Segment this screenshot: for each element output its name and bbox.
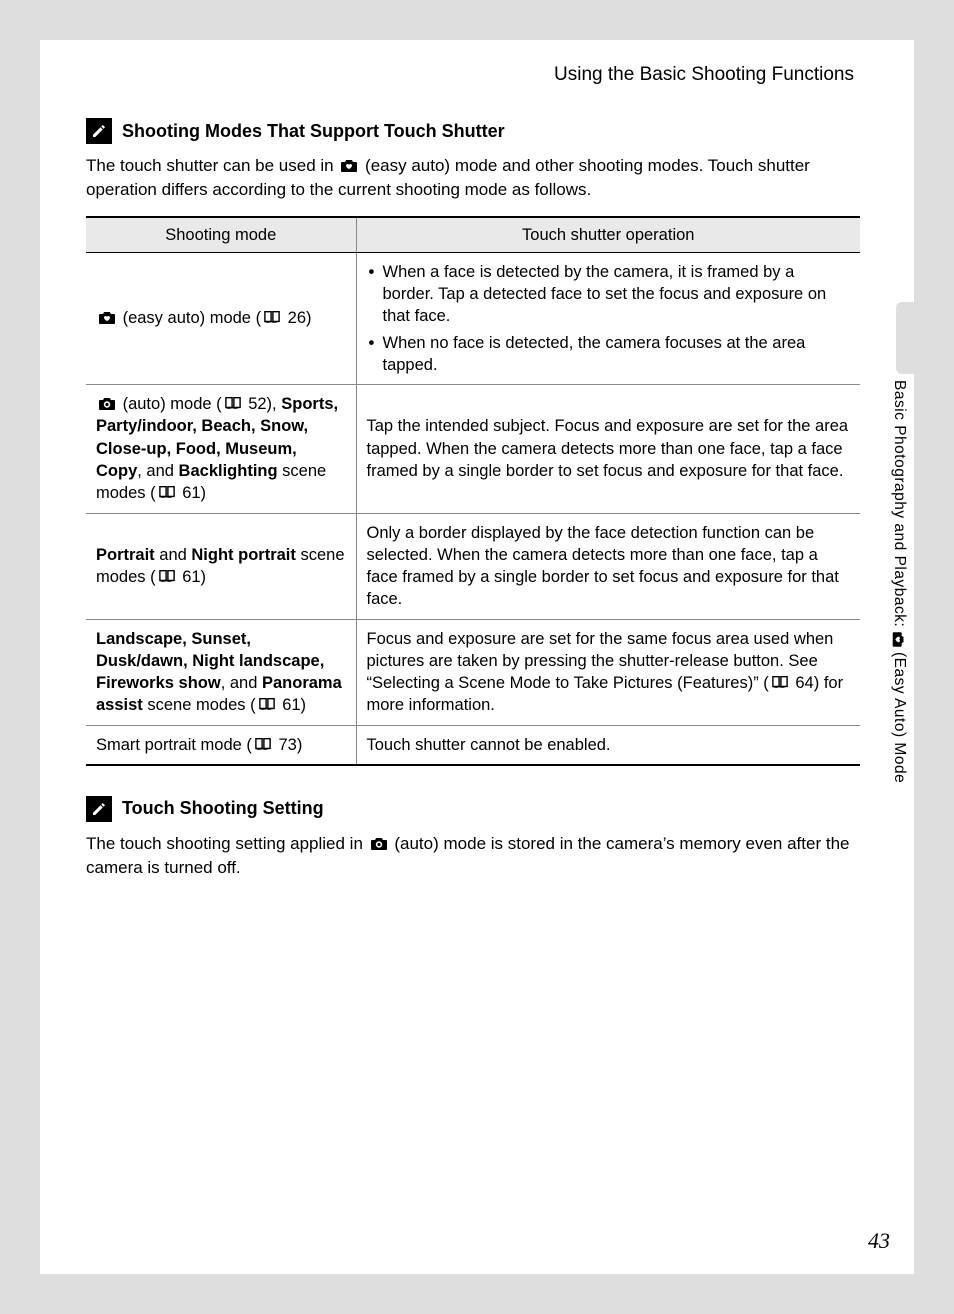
- book-ref-icon: [223, 395, 243, 411]
- page-number: 43: [868, 1228, 890, 1254]
- section2-title: Touch Shooting Setting: [122, 798, 324, 819]
- row1-conj: , and: [137, 462, 178, 480]
- row3-ref: 61): [278, 696, 306, 714]
- modes-table: Shooting mode Touch shutter operation (e…: [86, 216, 860, 766]
- row2-bold-a: Portrait: [96, 546, 155, 564]
- book-ref-icon: [253, 736, 273, 752]
- row1-ref2: 61): [178, 484, 206, 502]
- side-text-a: Basic Photography and Playback:: [890, 380, 908, 627]
- row0-left: (easy auto) mode ( 26): [86, 252, 356, 384]
- row1-left: (auto) mode ( 52), Sports, Party/indoor,…: [86, 385, 356, 513]
- row0-left-post: (easy auto) mode (: [118, 309, 261, 327]
- row2-right: Only a border displayed by the face dete…: [356, 513, 860, 619]
- row3-left: Landscape, Sunset, Dusk/dawn, Night land…: [86, 619, 356, 725]
- note-icon: [86, 796, 112, 822]
- row4-ref: 73): [274, 736, 302, 754]
- intro-pre: The touch shutter can be used in: [86, 156, 338, 175]
- book-ref-icon: [257, 696, 277, 712]
- row3-right-pre: Focus and exposure are set for the same …: [367, 630, 834, 693]
- th-left: Shooting mode: [86, 217, 356, 253]
- easy-auto-icon: [339, 157, 359, 173]
- note-icon: [86, 118, 112, 144]
- chapter-title: Using the Basic Shooting Functions: [86, 64, 860, 86]
- easy-auto-icon: [892, 631, 907, 649]
- row4-right: Touch shutter cannot be enabled.: [356, 725, 860, 765]
- book-ref-icon: [262, 309, 282, 325]
- book-ref-icon: [770, 674, 790, 690]
- row2-ref: 61): [178, 568, 206, 586]
- side-text-b: (Easy Auto) Mode: [890, 652, 908, 783]
- book-ref-icon: [157, 568, 177, 584]
- auto-icon: [97, 395, 117, 411]
- section2-header: Touch Shooting Setting: [86, 796, 860, 822]
- row0-left-ref: 26): [283, 309, 311, 327]
- section2: Touch Shooting Setting The touch shootin…: [86, 796, 860, 880]
- section1-header: Shooting Modes That Support Touch Shutte…: [86, 118, 860, 144]
- row3-tail: scene modes (: [143, 696, 256, 714]
- table-row: Smart portrait mode ( 73) Touch shutter …: [86, 725, 860, 765]
- side-tab: [896, 302, 914, 374]
- page: Using the Basic Shooting Functions Shoot…: [40, 40, 914, 1274]
- content-area: Using the Basic Shooting Functions Shoot…: [86, 64, 860, 880]
- row1-left-post: (auto) mode (: [118, 395, 222, 413]
- row4-plain-pre: Smart portrait mode (: [96, 736, 252, 754]
- easy-auto-icon: [97, 309, 117, 325]
- section2-body: The touch shooting setting applied in (a…: [86, 832, 860, 880]
- row2-mid: and: [155, 546, 192, 564]
- table-row: Landscape, Sunset, Dusk/dawn, Night land…: [86, 619, 860, 725]
- row4-left: Smart portrait mode ( 73): [86, 725, 356, 765]
- table-row: Portrait and Night portrait scene modes …: [86, 513, 860, 619]
- row0-bullet-0: When a face is detected by the camera, i…: [367, 261, 851, 328]
- section1-title: Shooting Modes That Support Touch Shutte…: [122, 121, 505, 142]
- row1-left-ref: 52),: [244, 395, 282, 413]
- auto-icon: [369, 835, 389, 851]
- row0-bullet-1: When no face is detected, the camera foc…: [367, 332, 851, 377]
- row1-right: Tap the intended subject. Focus and expo…: [356, 385, 860, 513]
- side-label: Basic Photography and Playback: (Easy Au…: [888, 380, 910, 840]
- section2-body-pre: The touch shooting setting applied in: [86, 834, 368, 853]
- book-ref-icon: [157, 484, 177, 500]
- row3-right: Focus and exposure are set for the same …: [356, 619, 860, 725]
- row2-bold-b: Night portrait: [191, 546, 296, 564]
- table-row: (auto) mode ( 52), Sports, Party/indoor,…: [86, 385, 860, 513]
- row2-left: Portrait and Night portrait scene modes …: [86, 513, 356, 619]
- table-row: (easy auto) mode ( 26) When a face is de…: [86, 252, 860, 384]
- section1-intro: The touch shutter can be used in (easy a…: [86, 154, 860, 202]
- th-right: Touch shutter operation: [356, 217, 860, 253]
- row0-right: When a face is detected by the camera, i…: [356, 252, 860, 384]
- row1-bold-tail: Backlighting: [179, 462, 278, 480]
- row3-conj: , and: [221, 674, 262, 692]
